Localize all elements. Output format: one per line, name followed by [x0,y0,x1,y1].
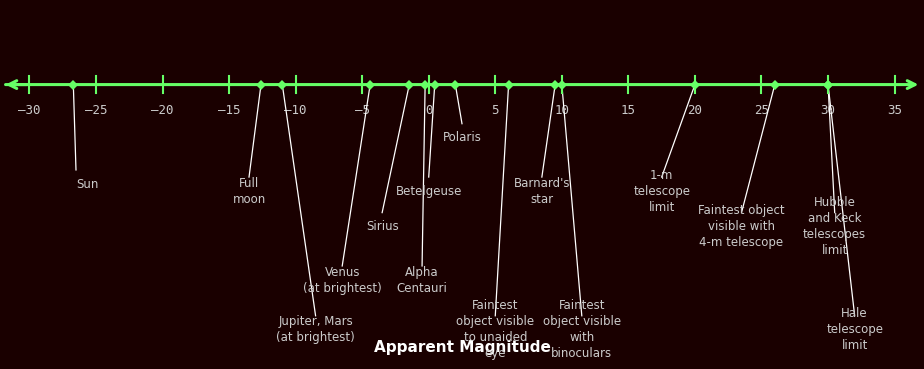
Text: 5: 5 [492,104,499,117]
Text: 30: 30 [821,104,835,117]
Text: –5: –5 [355,104,370,117]
Text: Betelgeuse: Betelgeuse [395,185,462,198]
Text: Alpha
Centauri: Alpha Centauri [396,266,447,295]
Text: Venus
(at brightest): Venus (at brightest) [303,266,382,295]
Text: 35: 35 [887,104,902,117]
Text: –30: –30 [18,104,41,117]
Text: Faintest
object visible
with
binoculars: Faintest object visible with binoculars [542,300,621,361]
Text: 15: 15 [621,104,636,117]
Text: –25: –25 [85,104,107,117]
Text: Faintest object
visible with
4-m telescope: Faintest object visible with 4-m telesco… [699,204,784,249]
Text: 1-m
telescope
limit: 1-m telescope limit [633,169,690,214]
Text: Sirius: Sirius [366,220,398,233]
Text: Faintest
object visible
to unaided
eye: Faintest object visible to unaided eye [456,300,534,361]
Text: 25: 25 [754,104,769,117]
Text: Polaris: Polaris [443,131,481,144]
Text: 10: 10 [554,104,569,117]
Text: Barnard's
star: Barnard's star [514,177,570,206]
Text: –20: –20 [152,104,174,117]
Text: –15: –15 [218,104,240,117]
Text: Jupiter, Mars
(at brightest): Jupiter, Mars (at brightest) [276,315,355,345]
Text: Sun: Sun [76,177,98,191]
Text: –10: –10 [285,104,307,117]
Text: 20: 20 [687,104,702,117]
Text: Apparent Magnitude: Apparent Magnitude [373,340,551,355]
Text: 0: 0 [425,104,432,117]
Text: Hubble
and Keck
telescopes
limit: Hubble and Keck telescopes limit [803,196,867,257]
Text: Full
moon: Full moon [233,177,266,206]
Text: Hale
telescope
limit: Hale telescope limit [826,307,883,352]
